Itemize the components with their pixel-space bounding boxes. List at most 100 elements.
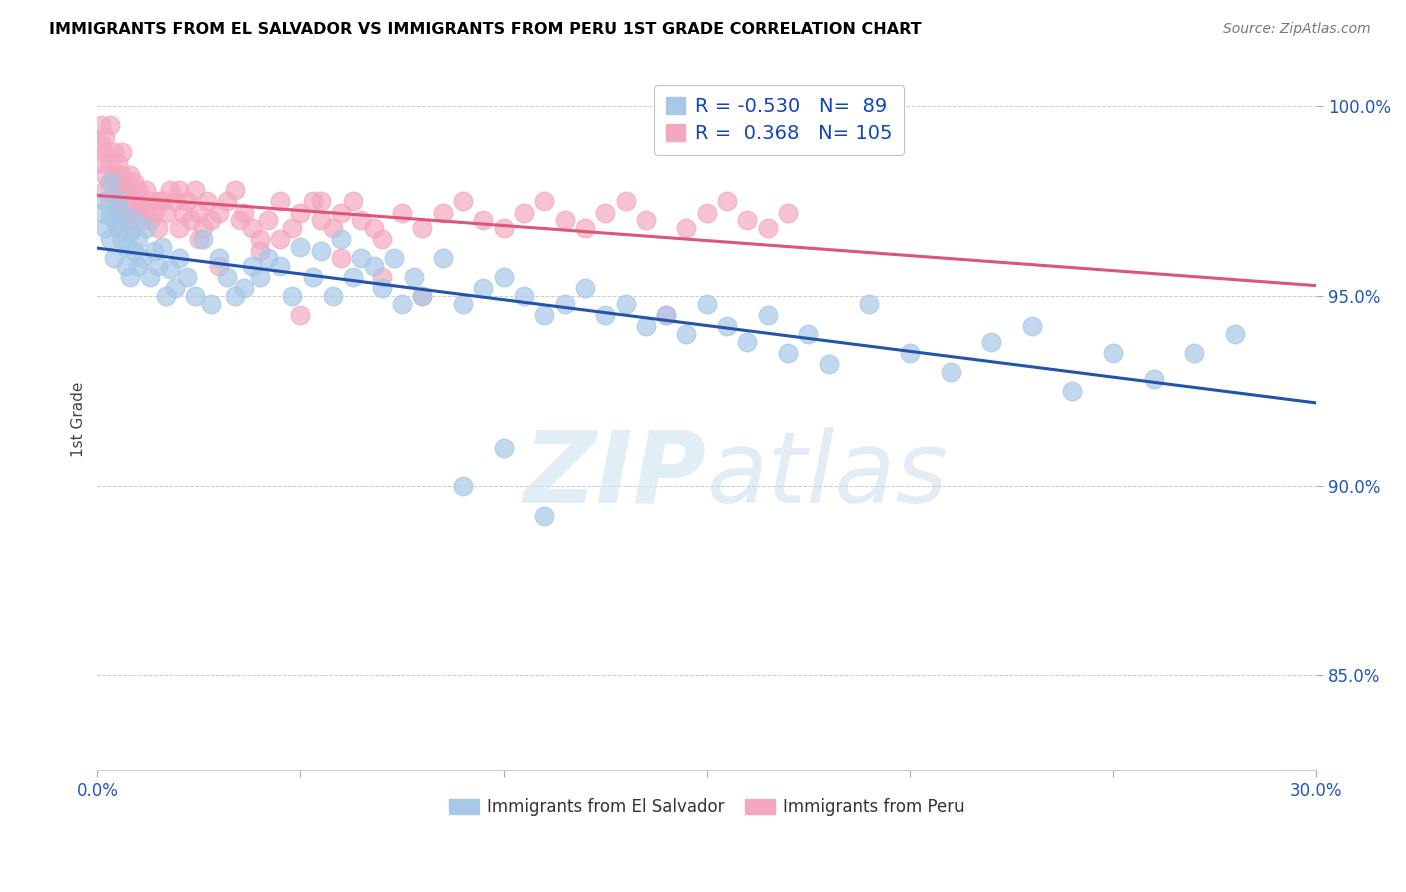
Point: [290, 205, 312, 219]
Point: [163, 281, 186, 295]
Point: [180, 213, 202, 227]
Point: [492, 220, 515, 235]
Point: [776, 205, 799, 219]
Text: atlas: atlas: [707, 427, 949, 524]
Point: [114, 213, 136, 227]
Point: [217, 270, 239, 285]
Point: [111, 183, 134, 197]
Point: [342, 194, 364, 209]
Point: [411, 289, 433, 303]
Point: [111, 205, 134, 219]
Point: [257, 251, 280, 265]
Point: [98, 232, 121, 246]
Point: [363, 259, 385, 273]
Point: [737, 334, 759, 349]
Point: [269, 259, 291, 273]
Point: [191, 220, 214, 235]
Point: [224, 183, 246, 197]
Point: [330, 205, 353, 219]
Point: [94, 183, 117, 197]
Point: [451, 194, 474, 209]
Point: [148, 194, 170, 209]
Point: [94, 145, 117, 159]
Point: [135, 220, 157, 235]
Point: [111, 145, 134, 159]
Point: [322, 220, 344, 235]
Point: [756, 308, 779, 322]
Point: [634, 213, 657, 227]
Point: [90, 119, 112, 133]
Point: [98, 175, 121, 189]
Point: [776, 346, 799, 360]
Point: [172, 205, 194, 219]
Legend: Immigrants from El Salvador, Immigrants from Peru: Immigrants from El Salvador, Immigrants …: [440, 790, 973, 825]
Point: [127, 232, 149, 246]
Point: [257, 213, 280, 227]
Point: [103, 183, 125, 197]
Point: [492, 441, 515, 455]
Point: [94, 220, 117, 235]
Point: [513, 289, 536, 303]
Point: [139, 270, 162, 285]
Point: [898, 346, 921, 360]
Point: [118, 183, 141, 197]
Point: [756, 220, 779, 235]
Point: [980, 334, 1002, 349]
Point: [98, 194, 121, 209]
Point: [574, 220, 596, 235]
Point: [111, 205, 134, 219]
Point: [139, 194, 162, 209]
Point: [391, 296, 413, 310]
Point: [817, 357, 839, 371]
Point: [114, 175, 136, 189]
Point: [1062, 384, 1084, 398]
Point: [98, 210, 121, 224]
Point: [513, 205, 536, 219]
Point: [114, 259, 136, 273]
Point: [432, 205, 454, 219]
Point: [696, 205, 718, 219]
Point: [411, 289, 433, 303]
Point: [269, 232, 291, 246]
Point: [330, 232, 353, 246]
Point: [118, 225, 141, 239]
Point: [232, 205, 254, 219]
Point: [240, 220, 263, 235]
Point: [1021, 319, 1043, 334]
Point: [191, 232, 214, 246]
Point: [472, 281, 495, 295]
Point: [122, 213, 145, 227]
Point: [90, 205, 112, 219]
Point: [127, 183, 149, 197]
Point: [107, 220, 129, 235]
Point: [371, 281, 394, 295]
Point: [634, 319, 657, 334]
Point: [107, 220, 129, 235]
Point: [94, 129, 117, 144]
Point: [309, 244, 332, 258]
Point: [118, 205, 141, 219]
Point: [655, 308, 678, 322]
Point: [187, 232, 209, 246]
Point: [614, 296, 637, 310]
Point: [127, 205, 149, 219]
Point: [107, 156, 129, 170]
Point: [290, 308, 312, 322]
Point: [1143, 372, 1166, 386]
Point: [103, 145, 125, 159]
Point: [675, 326, 697, 341]
Point: [593, 205, 616, 219]
Point: [208, 251, 231, 265]
Point: [200, 296, 222, 310]
Point: [290, 240, 312, 254]
Point: [217, 194, 239, 209]
Y-axis label: 1st Grade: 1st Grade: [72, 382, 86, 457]
Point: [797, 326, 820, 341]
Point: [139, 213, 162, 227]
Point: [451, 296, 474, 310]
Point: [122, 175, 145, 189]
Point: [107, 194, 129, 209]
Point: [363, 220, 385, 235]
Point: [309, 213, 332, 227]
Point: [675, 220, 697, 235]
